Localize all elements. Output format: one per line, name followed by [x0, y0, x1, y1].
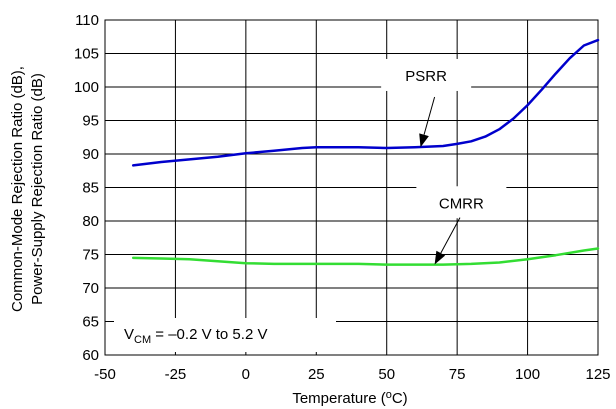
y-tick-label: 75	[82, 247, 99, 264]
cmrr-label-background	[416, 186, 507, 219]
x-tick-label: 75	[449, 366, 466, 383]
y-tick-label: 65	[82, 314, 99, 331]
psrr-annotation-label: PSRR	[405, 68, 447, 85]
x-tick-label: 125	[585, 366, 610, 383]
cmrr-annotation-label: CMRR	[439, 195, 484, 212]
y-axis-label-line-1: Common-Mode Rejection Ratio (dB),	[9, 66, 26, 312]
x-tick-label: -50	[94, 366, 116, 383]
psrr-arrow-head	[419, 133, 429, 148]
x-tick-label: 25	[308, 366, 325, 383]
cmrr-series-line	[131, 247, 600, 266]
cmrr-arrow-head	[434, 250, 446, 265]
annotation-layer: PSRR CMRR	[405, 68, 484, 265]
x-tick-label: -25	[165, 366, 187, 383]
cmrr-arrow-line	[440, 217, 461, 254]
condition-label-background	[114, 318, 336, 352]
grid-layer	[104, 19, 599, 356]
y-tick-label: 105	[74, 46, 99, 63]
y-tick-label: 100	[74, 79, 99, 96]
psrr-series-line	[131, 38, 600, 167]
y-tick-label: 90	[82, 146, 99, 163]
y-tick-label: 85	[82, 180, 99, 197]
condition-label: VCM = –0.2 V to 5.2 V	[114, 318, 336, 352]
y-tick-label: 110	[75, 12, 99, 29]
x-tick-label: 100	[515, 366, 540, 383]
psrr-arrow-line	[423, 96, 436, 135]
condition-text: VCM = –0.2 V to 5.2 V	[124, 326, 267, 346]
x-tick-label: 50	[378, 366, 395, 383]
x-tick-label: 0	[242, 366, 250, 383]
x-axis-label: Temperature (oC)	[292, 389, 407, 407]
series-layer	[131, 38, 600, 266]
tick-layer: -50 -25 0 25 50 75 100 125 60 65 70 75 80 85 90 95 100 10…	[74, 12, 611, 383]
y-axis-label-line-2: Power-Supply Rejection Ratio (dB)	[29, 73, 46, 305]
y-tick-label: 95	[82, 113, 99, 130]
y-tick-label: 70	[82, 280, 99, 297]
y-tick-label: 80	[82, 213, 99, 230]
annotation-bg-layer	[381, 58, 507, 219]
psrr-label-background	[381, 58, 472, 91]
y-tick-label: 60	[82, 347, 99, 364]
